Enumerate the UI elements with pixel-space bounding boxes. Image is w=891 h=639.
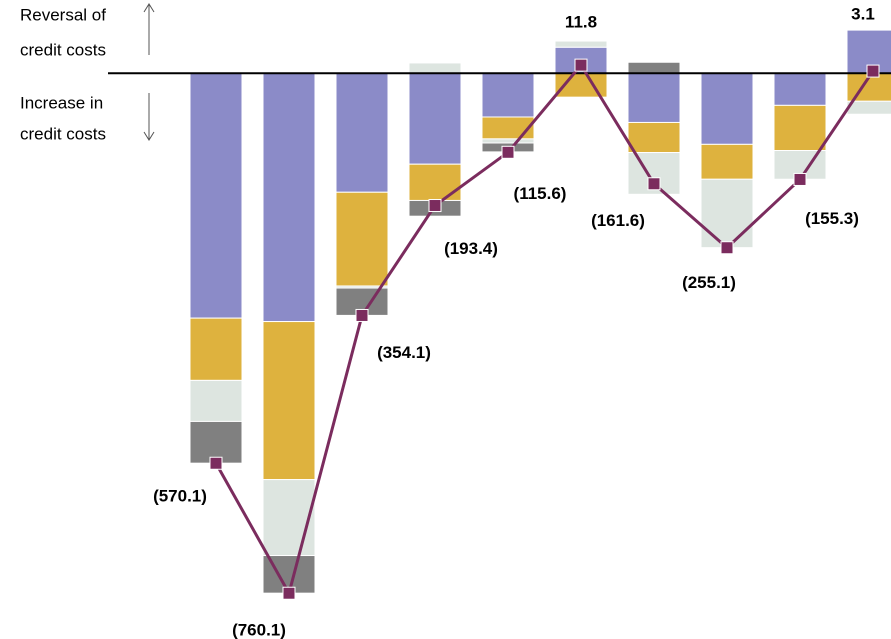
annotation: Increase in: [20, 93, 103, 112]
total-marker: [428, 199, 442, 213]
bar-segment: [700, 178, 754, 249]
bar-segment: [335, 191, 389, 287]
bar-segment: [554, 40, 608, 48]
annotation: Reversal of: [20, 5, 106, 24]
bar-segment: [700, 72, 754, 145]
annotation: credit costs: [20, 40, 106, 59]
up-arrow: [143, 3, 155, 55]
bar-segment: [189, 420, 243, 464]
value-label: (161.6): [591, 211, 645, 230]
bar-segment: [846, 100, 891, 115]
value-label: (115.6): [514, 184, 567, 203]
annotation: credit costs: [20, 124, 106, 143]
bar-segment: [481, 72, 535, 118]
arrows: [143, 3, 155, 141]
value-label: (570.1): [153, 487, 207, 506]
value-label: (354.1): [377, 343, 431, 362]
total-marker: [209, 456, 223, 470]
total-marker: [866, 64, 880, 78]
bar-segment: [481, 138, 535, 144]
value-label: 11.8: [565, 13, 597, 32]
bar-segment: [335, 72, 389, 193]
total-marker: [574, 58, 588, 72]
bar-segment: [481, 116, 535, 140]
down-arrow: [143, 93, 155, 141]
bar-segment: [627, 121, 681, 154]
bar-segment: [262, 72, 316, 323]
bar-segment: [189, 379, 243, 422]
value-label: 3.1: [851, 5, 875, 24]
total-marker: [501, 145, 515, 159]
bar-segment: [262, 321, 316, 481]
total-marker: [720, 241, 734, 255]
total-line: [214, 62, 875, 598]
value-label: (193.4): [444, 239, 498, 258]
bar-segment: [627, 61, 681, 74]
value-label: (155.3): [805, 209, 859, 228]
bar-segment: [262, 479, 316, 557]
bar-segment: [700, 143, 754, 180]
total-marker: [647, 177, 661, 191]
bar-segment: [773, 72, 827, 106]
bar-segment: [773, 104, 827, 152]
value-label: (255.1): [682, 273, 736, 292]
bar-segment: [189, 72, 243, 319]
total-marker: [355, 308, 369, 322]
bar-segment: [189, 317, 243, 381]
total-marker: [793, 172, 807, 186]
total-marker: [282, 586, 296, 600]
bar-segment: [408, 163, 462, 201]
value-label: (760.1): [232, 621, 286, 639]
bar-segment: [408, 72, 462, 165]
bar-segment: [408, 62, 462, 74]
bar-segment: [627, 72, 681, 123]
